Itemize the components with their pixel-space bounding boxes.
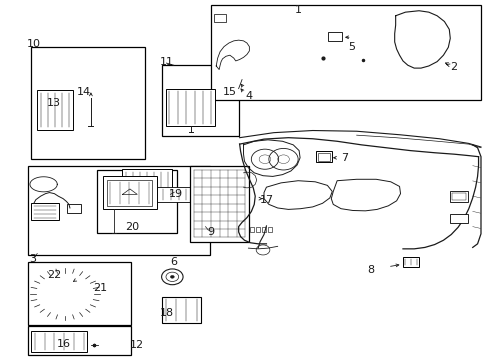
Text: 10: 10: [27, 39, 41, 49]
Text: 18: 18: [159, 308, 173, 318]
Bar: [449, 214, 467, 223]
Bar: [262, 227, 265, 232]
Bar: [66, 204, 81, 213]
Text: 7: 7: [340, 153, 347, 163]
Bar: [161, 297, 200, 323]
Bar: [315, 151, 331, 162]
Bar: [27, 262, 131, 324]
Text: 22: 22: [47, 270, 61, 280]
Bar: [107, 180, 152, 206]
Bar: [328, 32, 341, 41]
Text: 12: 12: [130, 340, 144, 350]
Text: 3: 3: [29, 254, 36, 264]
Text: 8: 8: [367, 265, 374, 275]
Bar: [37, 90, 73, 130]
Text: 15: 15: [223, 87, 236, 97]
Bar: [267, 227, 271, 232]
Bar: [152, 187, 189, 202]
Text: 20: 20: [125, 222, 139, 231]
Text: 5: 5: [347, 42, 355, 52]
Bar: [97, 170, 177, 233]
Text: 11: 11: [159, 57, 173, 67]
Bar: [256, 227, 260, 232]
Text: 9: 9: [206, 227, 213, 237]
Bar: [451, 193, 465, 200]
Bar: [189, 166, 249, 242]
Bar: [27, 166, 210, 255]
Text: 2: 2: [449, 62, 457, 72]
Bar: [31, 203, 59, 220]
Text: 13: 13: [46, 98, 60, 108]
Bar: [211, 5, 480, 100]
Text: 21: 21: [93, 283, 107, 293]
Text: 17: 17: [259, 195, 273, 205]
Text: 16: 16: [57, 339, 71, 349]
Bar: [250, 227, 254, 232]
Text: 19: 19: [169, 189, 183, 199]
Bar: [122, 169, 172, 192]
Bar: [31, 331, 87, 352]
Bar: [31, 47, 144, 159]
Text: 4: 4: [245, 91, 252, 101]
Text: 1: 1: [294, 5, 301, 15]
Bar: [103, 176, 157, 210]
Text: 6: 6: [170, 257, 177, 267]
Text: 14: 14: [76, 87, 90, 97]
Bar: [449, 192, 467, 202]
Bar: [214, 14, 225, 22]
Circle shape: [170, 275, 174, 278]
Bar: [161, 65, 238, 136]
Bar: [402, 257, 418, 267]
Bar: [27, 326, 131, 355]
Bar: [317, 153, 330, 161]
Bar: [165, 89, 215, 126]
